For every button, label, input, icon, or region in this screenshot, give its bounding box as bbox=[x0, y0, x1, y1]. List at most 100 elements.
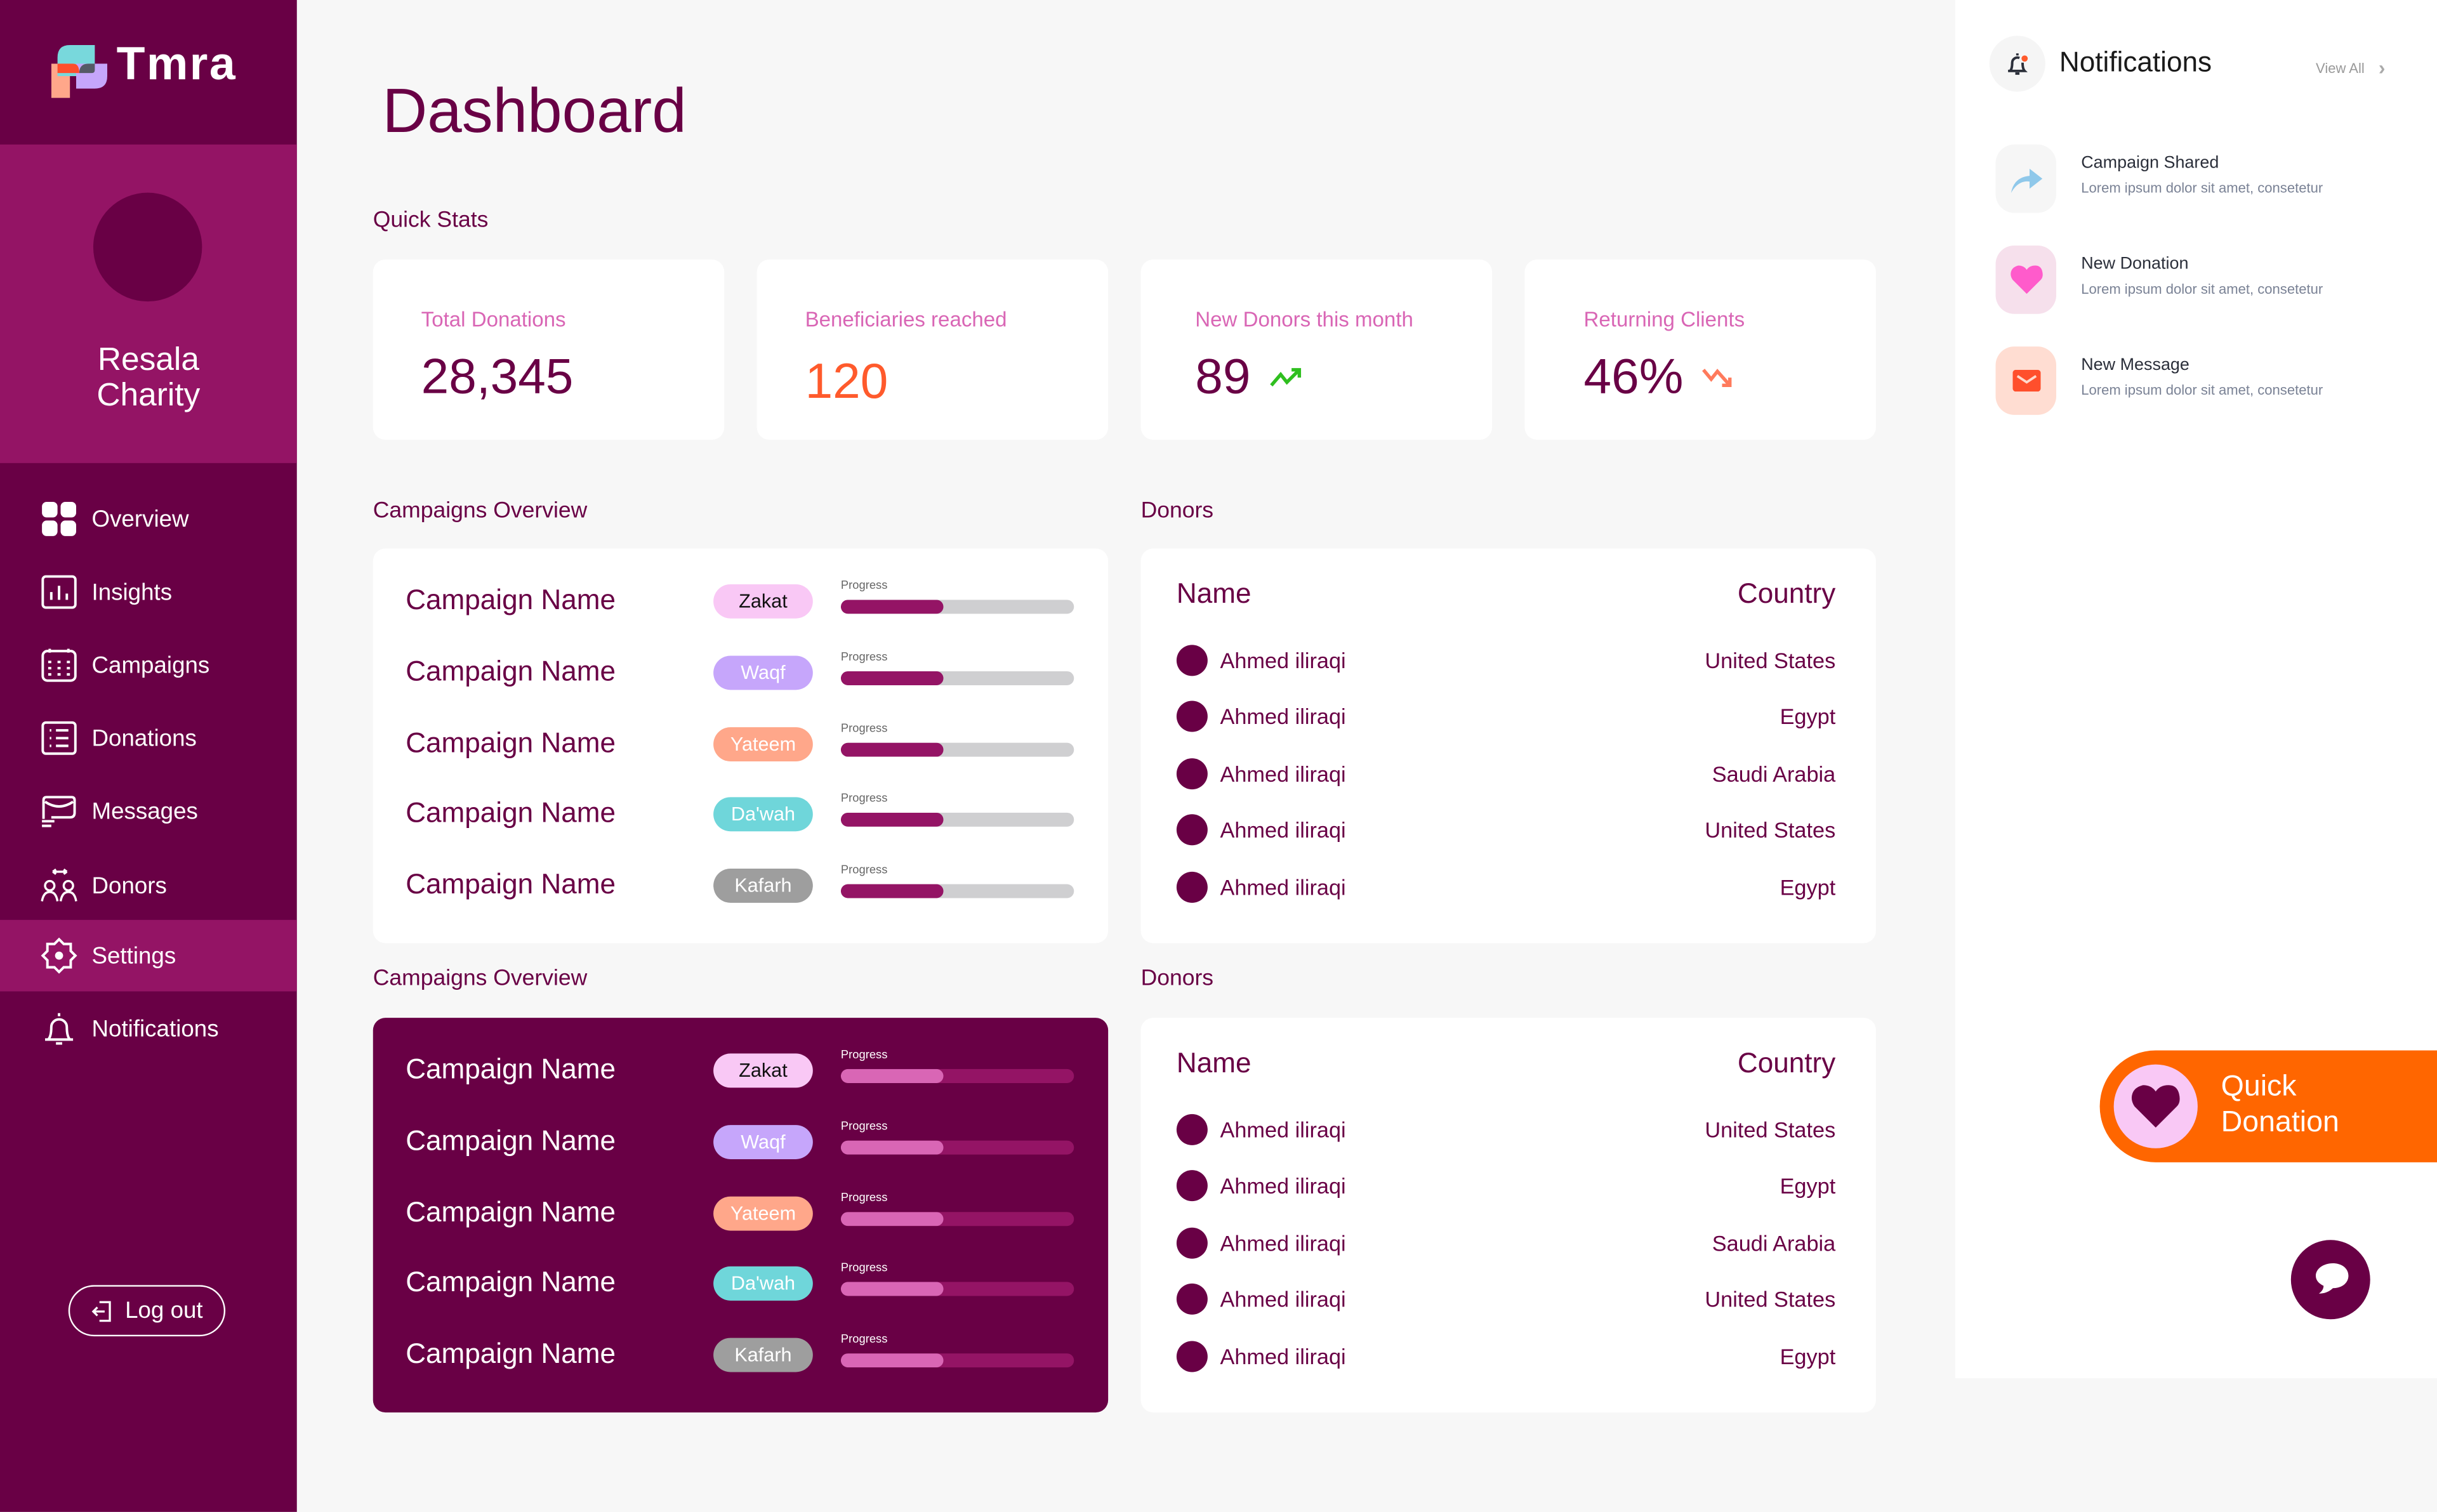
logo-mark-icon bbox=[51, 45, 107, 98]
users-icon bbox=[41, 868, 77, 902]
donor-avatar bbox=[1176, 1227, 1208, 1259]
campaign-row[interactable]: Campaign Name Yateem Progress bbox=[373, 1179, 1108, 1251]
donor-row[interactable]: Ahmed iliraqi Egypt bbox=[1141, 869, 1876, 906]
campaign-tag[interactable]: Kafarh bbox=[713, 869, 813, 904]
donor-row[interactable]: Ahmed iliraqi Saudi Arabia bbox=[1141, 1225, 1876, 1262]
progress-label: Progress bbox=[840, 1047, 888, 1062]
sidebar-item-donations[interactable]: Donations bbox=[0, 702, 297, 774]
donors-card: Name Country Ahmed iliraqi United States Ahm… bbox=[1140, 1018, 1876, 1413]
campaign-row[interactable]: Campaign Name Zakat Progress bbox=[373, 567, 1108, 639]
avatar[interactable] bbox=[93, 192, 202, 302]
campaign-row[interactable]: Campaign Name Waqf Progress bbox=[373, 638, 1108, 710]
bar-chart-icon bbox=[41, 575, 77, 609]
donor-name: Ahmed iliraqi bbox=[1220, 1117, 1346, 1143]
notification-body: Lorem ipsum dolor sit amet, consetetur bbox=[2081, 180, 2323, 196]
progress-fill bbox=[840, 742, 944, 756]
campaign-tag[interactable]: Da'wah bbox=[713, 798, 813, 832]
calendar-icon bbox=[41, 648, 77, 682]
campaign-name: Campaign Name bbox=[406, 1124, 616, 1156]
donor-avatar bbox=[1176, 871, 1208, 903]
donor-row[interactable]: Ahmed iliraqi United States bbox=[1141, 1280, 1876, 1318]
quick-donation-line2: Donation bbox=[2221, 1106, 2339, 1140]
notification-item[interactable]: Campaign Shared Lorem ipsum dolor sit am… bbox=[1995, 144, 2415, 214]
progress-fill bbox=[840, 1140, 944, 1155]
sidebar-item-insights[interactable]: Insights bbox=[0, 556, 297, 628]
progress-bar bbox=[840, 600, 1074, 614]
donor-row[interactable]: Ahmed iliraqi Egypt bbox=[1141, 1338, 1876, 1376]
campaign-tag[interactable]: Zakat bbox=[713, 1053, 813, 1088]
donors-card: Name Country Ahmed iliraqi United States Ahm… bbox=[1140, 548, 1876, 943]
bell-button[interactable] bbox=[1989, 36, 2045, 92]
campaign-row[interactable]: Campaign Name Yateem Progress bbox=[373, 709, 1108, 781]
campaign-name: Campaign Name bbox=[406, 726, 616, 758]
campaign-tag[interactable]: Da'wah bbox=[713, 1266, 813, 1301]
campaign-row[interactable]: Campaign Name Kafarh Progress bbox=[373, 1321, 1108, 1393]
stat-card-total-donations: Total Donations 28,345 bbox=[373, 259, 725, 440]
campaign-tag[interactable]: Yateem bbox=[713, 1195, 813, 1230]
brand-logo: Tmra bbox=[51, 39, 253, 98]
logout-button[interactable]: Log out bbox=[68, 1285, 226, 1337]
view-all-link[interactable]: View All › bbox=[2316, 56, 2385, 79]
donor-avatar bbox=[1176, 1283, 1208, 1315]
quick-donation-button[interactable]: Quick Donation bbox=[2099, 1050, 2437, 1162]
donor-row[interactable]: Ahmed iliraqi United States bbox=[1141, 641, 1876, 679]
progress-bar bbox=[840, 1353, 1074, 1368]
sidebar-item-label: Donors bbox=[91, 872, 167, 899]
campaigns-card: Campaign Name Zakat Progress Campaign Na… bbox=[373, 548, 1109, 943]
notification-title: New Donation bbox=[2081, 254, 2189, 274]
donor-row[interactable]: Ahmed iliraqi United States bbox=[1141, 811, 1876, 848]
donors-heading: Donors bbox=[1140, 499, 1214, 524]
campaign-row[interactable]: Campaign Name Kafarh Progress bbox=[373, 852, 1108, 924]
share-icon bbox=[1995, 144, 2057, 213]
donor-avatar bbox=[1176, 645, 1208, 676]
donor-country: Saudi Arabia bbox=[1712, 761, 1836, 787]
stat-value: 28,345 bbox=[421, 348, 574, 406]
notification-item[interactable]: New Donation Lorem ipsum dolor sit amet,… bbox=[1995, 245, 2415, 315]
mail-icon bbox=[1995, 346, 2057, 415]
progress-bar bbox=[840, 1282, 1074, 1297]
sidebar-item-messages[interactable]: Messages bbox=[0, 775, 297, 847]
notification-item[interactable]: New Message Lorem ipsum dolor sit amet, … bbox=[1995, 346, 2415, 416]
stat-label: Returning Clients bbox=[1583, 307, 1745, 331]
sidebar-item-campaigns[interactable]: Campaigns bbox=[0, 629, 297, 701]
donor-row[interactable]: Ahmed iliraqi Egypt bbox=[1141, 698, 1876, 735]
campaign-row[interactable]: Campaign Name Da'wah Progress bbox=[373, 1250, 1108, 1322]
progress-bar bbox=[840, 884, 1074, 898]
campaign-name: Campaign Name bbox=[406, 1338, 616, 1370]
campaign-tag[interactable]: Waqf bbox=[713, 1124, 813, 1159]
org-name: Resala Charity bbox=[96, 341, 201, 414]
chevron-right-icon: › bbox=[2378, 56, 2386, 79]
chat-button[interactable] bbox=[2290, 1240, 2370, 1320]
campaign-tag[interactable]: Yateem bbox=[713, 726, 813, 761]
campaign-tag[interactable]: Waqf bbox=[713, 655, 813, 690]
sidebar-item-notifications[interactable]: Notifications bbox=[0, 993, 297, 1065]
sidebar-item-overview[interactable]: Overview bbox=[0, 483, 297, 555]
notification-body: Lorem ipsum dolor sit amet, consetetur bbox=[2081, 382, 2323, 398]
notification-title: Campaign Shared bbox=[2081, 154, 2219, 173]
sidebar-item-donors[interactable]: Donors bbox=[0, 850, 297, 922]
progress-bar bbox=[840, 813, 1074, 827]
stat-value-text: 120 bbox=[805, 352, 888, 409]
campaign-row[interactable]: Campaign Name Waqf Progress bbox=[373, 1108, 1108, 1180]
campaign-tag[interactable]: Zakat bbox=[713, 584, 813, 619]
quick-stats-heading: Quick Stats bbox=[373, 208, 489, 233]
campaign-row[interactable]: Campaign Name Zakat Progress bbox=[373, 1036, 1108, 1108]
campaign-tag[interactable]: Kafarh bbox=[713, 1338, 813, 1372]
sidebar-item-settings[interactable]: Settings bbox=[0, 919, 297, 992]
stat-label: New Donors this month bbox=[1195, 307, 1413, 331]
donor-row[interactable]: Ahmed iliraqi United States bbox=[1141, 1111, 1876, 1148]
column-header-country: Country bbox=[1737, 578, 1836, 610]
progress-bar bbox=[840, 1068, 1074, 1083]
sidebar-item-label: Notifications bbox=[91, 1015, 219, 1042]
heart-icon bbox=[2113, 1064, 2198, 1148]
donor-country: United States bbox=[1705, 1286, 1836, 1311]
donor-country: Egypt bbox=[1780, 704, 1836, 729]
donor-name: Ahmed iliraqi bbox=[1220, 817, 1346, 843]
donor-row[interactable]: Ahmed iliraqi Egypt bbox=[1141, 1167, 1876, 1204]
donor-row[interactable]: Ahmed iliraqi Saudi Arabia bbox=[1141, 755, 1876, 792]
campaign-row[interactable]: Campaign Name Da'wah Progress bbox=[373, 780, 1108, 852]
campaign-name: Campaign Name bbox=[406, 798, 616, 829]
chat-bubble-icon bbox=[2315, 1262, 2348, 1293]
campaign-name: Campaign Name bbox=[406, 869, 616, 900]
